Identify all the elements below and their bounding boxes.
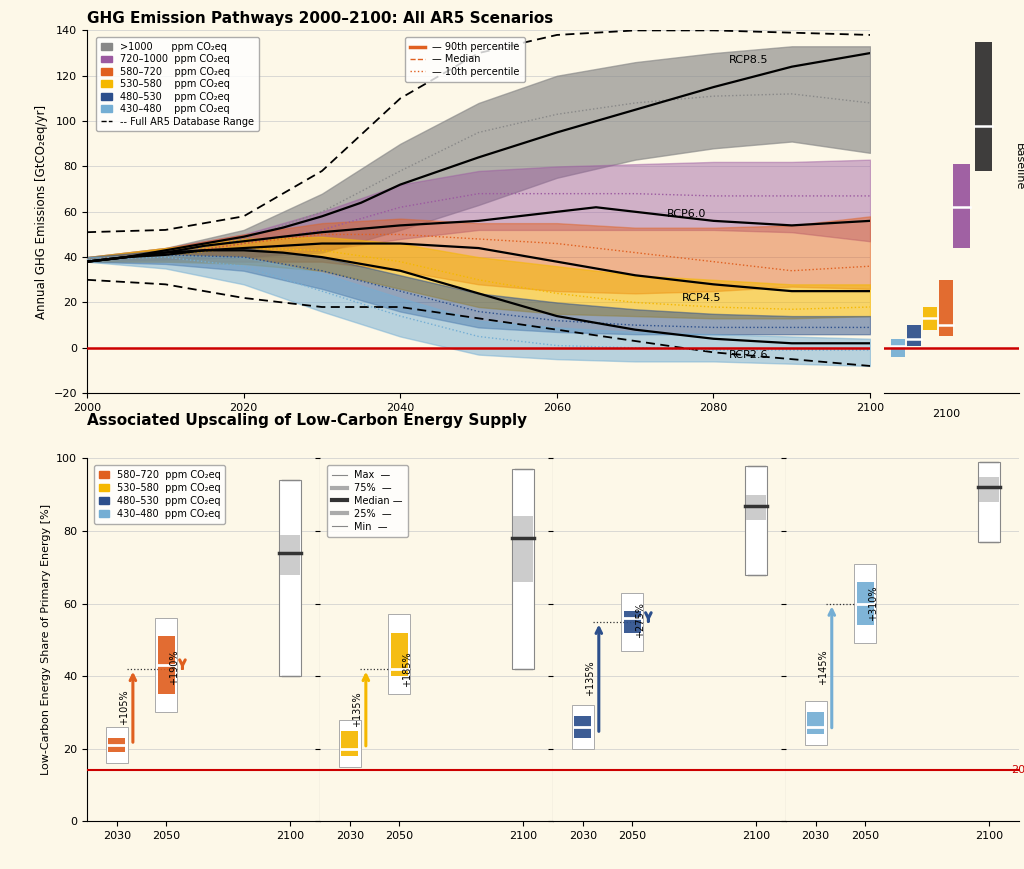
Y-axis label: Low-Carbon Energy Share of Primary Energy [%]: Low-Carbon Energy Share of Primary Energ… xyxy=(41,504,51,775)
Text: +275%: +275% xyxy=(635,602,645,638)
Bar xyxy=(513,516,534,581)
Bar xyxy=(923,307,937,329)
Bar xyxy=(976,42,992,171)
Bar xyxy=(856,581,873,626)
Bar xyxy=(746,494,766,521)
Bar xyxy=(339,720,360,766)
Text: RCP2.6: RCP2.6 xyxy=(729,349,769,360)
Text: 2100: 2100 xyxy=(932,409,961,419)
Bar xyxy=(512,469,535,669)
Bar xyxy=(891,339,905,357)
Bar xyxy=(939,280,953,336)
Text: Associated Upscaling of Low-Carbon Energy Supply: Associated Upscaling of Low-Carbon Energ… xyxy=(87,413,527,428)
Bar xyxy=(388,614,411,694)
Text: +310%: +310% xyxy=(867,586,878,621)
Bar xyxy=(105,726,128,763)
Legend: Max  —, 75%  —, Median —, 25%  —, Min  —: Max —, 75% —, Median —, 25% —, Min — xyxy=(328,465,408,536)
Text: Baseline: Baseline xyxy=(1014,143,1024,190)
Bar xyxy=(574,716,592,738)
Bar xyxy=(158,636,175,694)
Legend: 580–720  ppm CO₂eq, 530–580  ppm CO₂eq, 480–530  ppm CO₂eq, 430–480  ppm CO₂eq: 580–720 ppm CO₂eq, 530–580 ppm CO₂eq, 48… xyxy=(94,465,225,524)
Bar xyxy=(281,534,300,574)
Bar xyxy=(109,738,126,753)
Bar xyxy=(907,325,921,346)
Bar xyxy=(280,481,301,676)
Bar xyxy=(390,633,408,676)
Text: +190%: +190% xyxy=(169,649,179,685)
Bar xyxy=(156,618,177,713)
Bar xyxy=(854,564,877,643)
Text: RCP8.5: RCP8.5 xyxy=(729,55,769,65)
Bar xyxy=(805,701,826,745)
Text: +135%: +135% xyxy=(585,660,595,696)
Bar xyxy=(953,164,970,248)
Text: +135%: +135% xyxy=(352,691,362,726)
Text: GHG Emission Pathways 2000–2100: All AR5 Scenarios: GHG Emission Pathways 2000–2100: All AR5… xyxy=(87,11,553,26)
Text: RCP6.0: RCP6.0 xyxy=(667,209,706,219)
Legend: — 90th percentile, — Median, — 10th percentile: — 90th percentile, — Median, — 10th perc… xyxy=(406,37,524,82)
Bar xyxy=(624,611,641,633)
Y-axis label: Annual GHG Emissions [GtCO₂eq/yr]: Annual GHG Emissions [GtCO₂eq/yr] xyxy=(35,105,48,319)
Bar xyxy=(571,705,594,749)
Text: +105%: +105% xyxy=(119,689,129,725)
Text: RCP4.5: RCP4.5 xyxy=(682,293,722,303)
Bar xyxy=(745,466,767,574)
Bar xyxy=(341,731,358,756)
Bar xyxy=(978,462,1000,542)
Text: +185%: +185% xyxy=(401,651,412,687)
Bar xyxy=(979,476,999,502)
Text: +145%: +145% xyxy=(818,649,828,685)
Bar xyxy=(807,713,824,734)
Text: 2010: 2010 xyxy=(1012,766,1024,775)
Bar xyxy=(622,593,643,651)
